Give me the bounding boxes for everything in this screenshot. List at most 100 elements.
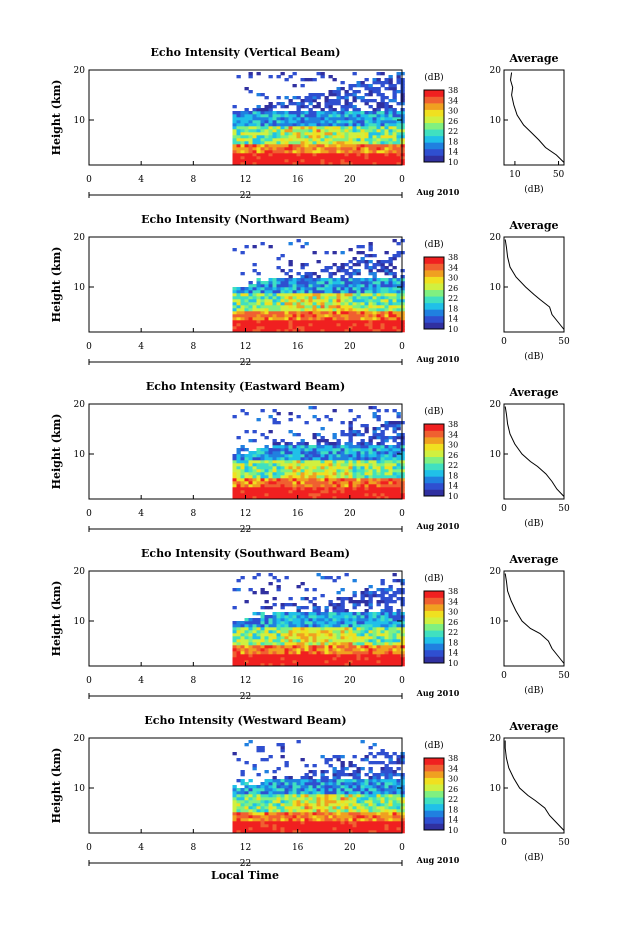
heatmap-cell [360, 114, 365, 118]
heatmap-cell [240, 818, 245, 822]
heatmap-cell [308, 287, 313, 291]
colorbar-unit: (dB) [424, 406, 443, 417]
heatmap-cell [308, 93, 313, 97]
heatmap-cell [380, 466, 385, 470]
heatmap-cell [240, 123, 245, 127]
heatmap-cell [340, 105, 345, 109]
heatmap-cell [392, 630, 397, 634]
heatmap-cell [240, 138, 245, 142]
heatmap-cell [396, 636, 401, 640]
heatmap-cell [264, 132, 269, 136]
heatmap-cell [268, 824, 273, 828]
heatmap-cell [248, 463, 253, 467]
heatmap-cell [380, 633, 385, 637]
heatmap-cell [364, 588, 369, 592]
heatmap-cell [316, 308, 321, 312]
y-tick-label: 10 [74, 450, 86, 460]
heatmap-cell [320, 815, 325, 819]
heatmap-cell [312, 487, 317, 491]
heatmap-cell [280, 806, 285, 810]
heatmap-cell [332, 779, 337, 783]
heatmap-cell [312, 821, 317, 825]
heatmap-cell [368, 326, 373, 330]
heatmap-cell [356, 478, 361, 482]
heatmap-cell [236, 308, 241, 312]
colorbar-swatch [424, 489, 444, 497]
heatmap-cell [340, 657, 345, 661]
heatmap-cell [368, 776, 373, 780]
heatmap-cell [236, 293, 241, 297]
heatmap-cell [372, 266, 377, 270]
heatmap-cell [276, 815, 281, 819]
heatmap-cell [232, 648, 237, 652]
heatmap-cell [244, 478, 249, 482]
heatmap-cell [320, 770, 325, 774]
heatmap-cell [360, 445, 365, 449]
heatmap-cell [324, 797, 329, 801]
heatmap-cell [268, 326, 273, 330]
heatmap-cell [328, 445, 333, 449]
heatmap-cell [256, 105, 261, 109]
heatmap-cell [384, 782, 389, 786]
heatmap-cell [268, 123, 273, 127]
heatmap-cell [396, 657, 401, 661]
heatmap-cell [348, 156, 353, 160]
heatmap-cell [352, 493, 357, 497]
heatmap-cell [264, 642, 269, 646]
heatmap-cell [384, 329, 389, 333]
heatmap-cell [244, 785, 249, 789]
heatmap-cell [348, 457, 353, 461]
colorbar-swatch [424, 129, 444, 137]
heatmap-cell [256, 451, 261, 455]
heatmap-cell [276, 311, 281, 315]
heatmap-cell [392, 311, 397, 315]
heatmap-cell [272, 812, 277, 816]
heatmap-cell [332, 308, 337, 312]
heatmap-cell [300, 800, 305, 804]
heatmap-cell [280, 630, 285, 634]
heatmap-cell [356, 663, 361, 667]
heatmap-cell [392, 296, 397, 300]
colorbar-swatch [424, 623, 444, 631]
heatmap-cell [388, 257, 393, 261]
heatmap-cell [392, 794, 397, 798]
heatmap-cell [312, 818, 317, 822]
heatmap-cell [252, 296, 257, 300]
heatmap-cell [236, 818, 241, 822]
heatmap-cell [340, 481, 345, 485]
heatmap-cell [384, 266, 389, 270]
heatmap-cell [252, 621, 257, 625]
heatmap-cell [336, 815, 341, 819]
heatmap-cell [296, 624, 301, 628]
heatmap-cell [304, 484, 309, 488]
heatmap-cell [352, 272, 357, 276]
heatmap-cell [320, 153, 325, 157]
heatmap-cell [248, 293, 253, 297]
heatmap-cell [368, 129, 373, 133]
heatmap-cell [280, 308, 285, 312]
heatmap-cell [252, 147, 257, 151]
heatmap-cell [380, 609, 385, 613]
heatmap-cell [292, 460, 297, 464]
heatmap-cell [392, 120, 397, 124]
heatmap-cell [356, 785, 361, 789]
heatmap-cell [340, 433, 345, 437]
heatmap-cell [348, 278, 353, 282]
heatmap-cell [320, 141, 325, 145]
heatmap-cell [236, 126, 241, 130]
heatmap-cell [280, 162, 285, 166]
heatmap-cell [392, 287, 397, 291]
heatmap-cell [392, 806, 397, 810]
colorbar-tick-label: 10 [448, 492, 458, 501]
heatmap-cell [320, 305, 325, 309]
heatmap-cell [332, 618, 337, 622]
heatmap-cell [312, 293, 317, 297]
heatmap-cell [288, 311, 293, 315]
heatmap-cell [352, 663, 357, 667]
heatmap-cell [380, 761, 385, 765]
heatmap-cell [392, 275, 397, 279]
heatmap-cell [380, 159, 385, 163]
heatmap-cell [396, 296, 401, 300]
heatmap-cell [356, 445, 361, 449]
heatmap-cell [364, 812, 369, 816]
